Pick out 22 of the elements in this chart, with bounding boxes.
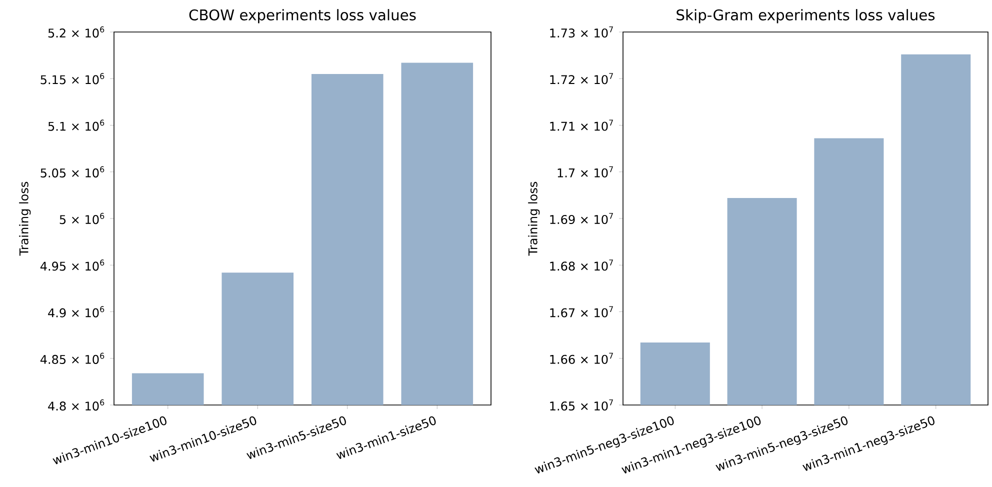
y-tick-label: 4.85 × 10$^{6}$ [40, 352, 104, 364]
y-tick-label: 1.68 × 10$^{7}$ [550, 260, 613, 271]
y-tick-label: 5.2 × 10$^{6}$ [48, 26, 104, 38]
y-tick-label: 5 × 10$^{6}$ [60, 212, 104, 224]
y-tick-label: 1.66 × 10$^{7}$ [550, 352, 613, 364]
y-tick-label: 4.95 × 10$^{6}$ [40, 260, 104, 271]
y-tick-label: 1.7 × 10$^{7}$ [558, 166, 613, 178]
y-tick-label: 1.69 × 10$^{7}$ [550, 212, 613, 224]
y-axis-title: Training loss [528, 182, 540, 256]
y-tick-label: 5.15 × 10$^{6}$ [40, 73, 104, 84]
y-tick-label: 1.71 × 10$^{7}$ [550, 120, 613, 131]
y-tick-label: 1.73 × 10$^{7}$ [550, 26, 613, 38]
chart-title: Skip-Gram experiments loss values [676, 9, 935, 24]
y-tick-label: 1.72 × 10$^{7}$ [550, 73, 613, 84]
y-tick-label: 5.1 × 10$^{6}$ [48, 120, 104, 131]
y-tick-label: 1.65 × 10$^{7}$ [550, 399, 613, 411]
y-axis-title: Training loss [19, 182, 31, 256]
y-tick-label: 5.05 × 10$^{6}$ [40, 166, 104, 178]
chart-title: CBOW experiments loss values [189, 9, 416, 24]
y-tick-label: 4.8 × 10$^{6}$ [48, 399, 104, 411]
y-tick-label: 4.9 × 10$^{6}$ [48, 306, 104, 318]
y-tick-label: 1.67 × 10$^{7}$ [550, 306, 613, 318]
